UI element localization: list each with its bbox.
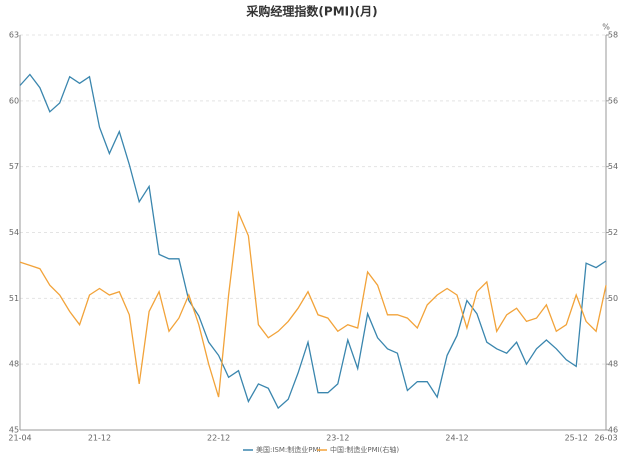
y-tick-label: 48 — [9, 360, 19, 369]
x-tick-label: 21-12 — [88, 434, 111, 443]
series-line — [19, 73, 607, 410]
y-tick-label: 54 — [9, 228, 19, 237]
y-tick-label: 51 — [9, 294, 19, 303]
legend-label: 美国:ISM:制造业PMI — [256, 445, 321, 454]
y2-tick-label: 58 — [608, 31, 618, 40]
y2-tick-label: 52 — [608, 228, 618, 237]
y-tick-label: 60 — [9, 96, 19, 105]
x-tick-label: 24-12 — [445, 434, 468, 443]
y2-unit: % — [602, 23, 610, 32]
y2-tick-label: 54 — [608, 162, 618, 171]
x-tick-label: 25-12 — [565, 434, 588, 443]
x-tick-label: 21-04 — [8, 434, 31, 443]
x-tick-label: 23-12 — [326, 434, 349, 443]
y2-tick-label: 56 — [608, 96, 618, 105]
y2-tick-label: 50 — [608, 294, 618, 303]
x-tick-label: 26-03 — [594, 434, 617, 443]
y-tick-label: 63 — [9, 31, 19, 40]
series-line — [19, 210, 607, 398]
y2-tick-label: 46 — [608, 426, 618, 435]
y-tick-label: 57 — [9, 162, 19, 171]
chart-title: 采购经理指数(PMI)(月) — [245, 4, 377, 19]
legend-label: 中国:制造业PMI(右轴) — [330, 445, 399, 454]
y-tick-label: 45 — [9, 426, 19, 435]
x-tick-label: 22-12 — [207, 434, 230, 443]
y2-tick-label: 48 — [608, 360, 618, 369]
